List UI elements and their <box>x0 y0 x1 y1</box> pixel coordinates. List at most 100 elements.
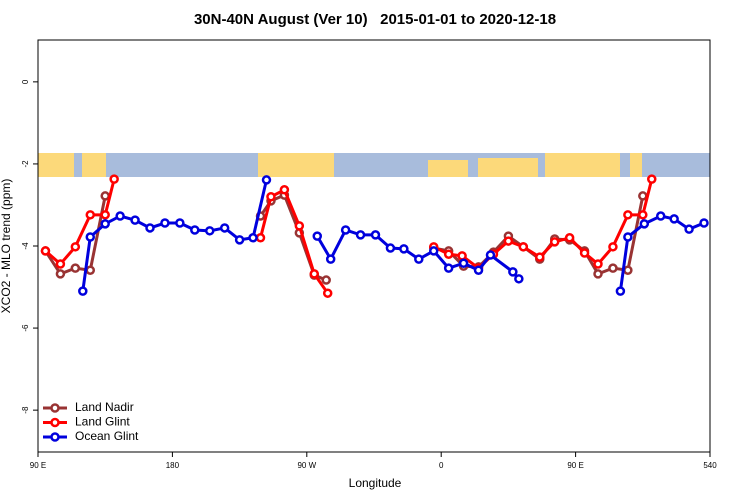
point <box>549 237 560 247</box>
point <box>70 263 81 273</box>
point <box>219 223 230 233</box>
point <box>70 242 81 252</box>
point <box>40 246 51 256</box>
point <box>340 225 351 235</box>
legend-label: Land Nadir <box>75 400 134 414</box>
legend-marker <box>50 432 60 442</box>
point <box>255 233 266 243</box>
point <box>638 210 648 220</box>
land-patch <box>428 160 468 177</box>
y-tick-label: -8 <box>21 406 30 414</box>
land-patch <box>630 153 642 177</box>
point <box>399 244 409 254</box>
point <box>248 233 258 243</box>
legend-marker <box>50 403 60 413</box>
point <box>564 233 575 243</box>
point <box>514 274 524 284</box>
map-band <box>38 153 710 177</box>
point <box>699 218 709 228</box>
land-patch <box>478 158 538 177</box>
legend-label: Land Glint <box>75 415 130 429</box>
point <box>623 232 633 242</box>
point <box>485 250 496 260</box>
point <box>55 269 66 279</box>
legend-marker <box>50 417 60 428</box>
point <box>309 269 320 279</box>
point <box>473 265 484 275</box>
point <box>100 191 110 201</box>
legend-label: Ocean Glint <box>75 429 139 443</box>
point <box>428 246 439 256</box>
point <box>85 232 96 242</box>
point <box>457 251 467 261</box>
point <box>608 242 618 252</box>
point <box>312 231 323 241</box>
point <box>443 249 454 259</box>
point <box>414 254 424 264</box>
x-tick-label: 90 E <box>30 461 46 470</box>
point <box>639 219 650 229</box>
point <box>266 192 276 202</box>
point <box>321 275 331 285</box>
point <box>175 218 185 228</box>
y-tick-label: -2 <box>21 160 30 168</box>
point <box>385 243 396 253</box>
point <box>623 210 633 220</box>
land-patch <box>82 153 106 177</box>
point <box>638 191 648 201</box>
point <box>655 211 666 221</box>
point <box>503 236 514 246</box>
point <box>160 218 170 228</box>
point <box>115 211 125 221</box>
point <box>261 175 272 185</box>
point <box>508 267 518 277</box>
point <box>109 174 119 184</box>
y-tick-label: -6 <box>21 324 30 332</box>
x-axis-title: Longitude <box>349 476 402 490</box>
point <box>579 248 590 258</box>
point <box>100 210 110 220</box>
point <box>294 221 305 231</box>
point <box>78 286 88 296</box>
point <box>518 242 529 252</box>
point <box>234 235 245 245</box>
point <box>647 174 657 184</box>
point <box>85 210 96 220</box>
point <box>145 223 155 233</box>
x-tick-label: 0 <box>439 461 444 470</box>
x-tick-label: 540 <box>703 461 717 470</box>
point <box>130 215 140 225</box>
point <box>443 263 454 273</box>
y-axis-title: XCO2 - MLO trend (ppm) <box>0 179 13 314</box>
point <box>55 259 66 269</box>
x-tick-label: 90 W <box>297 461 316 470</box>
point <box>593 269 603 279</box>
point <box>85 265 96 275</box>
point <box>623 265 633 275</box>
chart-title: 30N-40N August (Ver 10) 2015-01-01 to 20… <box>194 11 556 28</box>
x-tick-label: 180 <box>166 461 180 470</box>
point <box>593 259 603 269</box>
point <box>458 258 469 268</box>
point <box>279 185 290 195</box>
y-tick-label: -4 <box>21 242 30 250</box>
point <box>615 286 626 296</box>
point <box>684 224 694 234</box>
y-tick-label: 0 <box>21 79 30 84</box>
point <box>322 288 333 298</box>
x-tick-label: 90 E <box>567 461 583 470</box>
land-patch <box>258 153 334 177</box>
land-patch <box>545 153 620 177</box>
point <box>370 230 381 240</box>
point <box>100 219 110 229</box>
point <box>190 225 200 235</box>
point <box>535 252 545 262</box>
point <box>204 226 215 236</box>
point <box>325 254 336 264</box>
point <box>669 214 679 224</box>
point <box>608 263 618 273</box>
point <box>355 230 366 240</box>
series-line <box>44 178 654 295</box>
land-patch <box>38 153 74 177</box>
